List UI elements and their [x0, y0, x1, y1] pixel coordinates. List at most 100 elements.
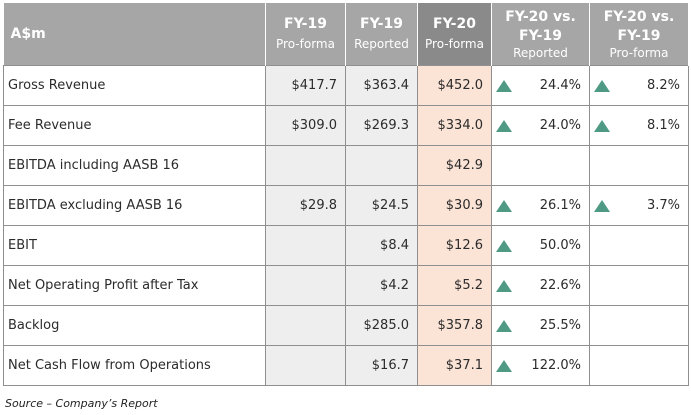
up-triangle-icon [496, 79, 512, 92]
header-change-reported-line1: FY-20 vs. [505, 8, 576, 25]
table-row: Fee Revenue $309.0 $269.3 $334.0 24.0% 8.1% [3, 105, 689, 146]
cell-change-reported-value: 24.0% [539, 118, 581, 133]
header-change-reported-line2: FY-19 [519, 27, 562, 44]
cell-change-reported [491, 145, 590, 186]
cell-fy20-proforma: $5.2 [417, 265, 492, 306]
up-triangle-icon [496, 319, 512, 332]
header-change-proforma-line2: FY-19 [617, 27, 661, 44]
cell-fy19-proforma [265, 225, 346, 266]
table-row: Gross Revenue $417.7 $363.4 $452.0 24.4% 8.2% [3, 65, 689, 106]
cell-fy19-reported-value: $363.4 [363, 78, 410, 93]
cell-change-proforma-value: 8.1% [646, 118, 680, 133]
table-row: EBITDA excluding AASB 16 $29.8 $24.5 $30.9 2… [3, 185, 689, 226]
up-triangle-icon [496, 239, 512, 252]
cell-fy19-proforma [265, 305, 346, 346]
header-change-proforma-sub: Pro-forma [609, 45, 669, 60]
cell-fy19-reported: $8.4 [345, 225, 418, 266]
header-fy19-proforma: FY-19 Pro-forma [265, 3, 346, 66]
cell-fy19-proforma: $29.8 [265, 185, 346, 226]
cell-fy19-reported-value: $269.3 [363, 118, 410, 133]
up-triangle-icon [594, 79, 610, 92]
cell-fy20-proforma-value: $5.2 [454, 278, 483, 293]
cell-fy19-proforma [265, 345, 346, 386]
cell-change-reported: 26.1% [491, 185, 590, 226]
financial-table: A$m FY-19 Pro-forma FY-19 Reported FY-20… [3, 3, 689, 386]
up-triangle-icon [496, 199, 512, 212]
header-fy19-reported-sub: Reported [354, 37, 409, 51]
up-triangle-icon [594, 119, 610, 132]
header-fy20-proforma: FY-20 Pro-forma [417, 3, 492, 66]
cell-change-proforma-value: 8.2% [646, 78, 680, 93]
cell-fy19-proforma: $309.0 [265, 105, 346, 146]
cell-fy20-proforma-value: $334.0 [437, 118, 484, 133]
header-fy20-proforma-sub: Pro-forma [425, 37, 484, 51]
cell-change-proforma [589, 345, 689, 386]
cell-change-proforma [589, 305, 689, 346]
up-triangle-icon [496, 279, 512, 292]
cell-fy20-proforma-value: $42.9 [445, 158, 483, 173]
cell-fy19-reported [345, 145, 418, 186]
up-triangle-icon [496, 359, 512, 372]
row-label: Gross Revenue [3, 65, 266, 106]
cell-change-reported-value: 50.0% [539, 238, 581, 253]
cell-fy20-proforma: $334.0 [417, 105, 492, 146]
table-body: Gross Revenue $417.7 $363.4 $452.0 24.4% 8.2%… [3, 65, 689, 386]
up-triangle-icon [594, 199, 610, 212]
cell-fy19-reported-value: $24.5 [371, 198, 409, 213]
cell-fy19-reported-value: $4.2 [380, 278, 409, 293]
cell-fy19-reported: $24.5 [345, 185, 418, 226]
cell-change-reported: 24.0% [491, 105, 590, 146]
row-label-value: EBIT [8, 238, 37, 253]
cell-fy20-proforma: $12.6 [417, 225, 492, 266]
cell-fy19-reported: $4.2 [345, 265, 418, 306]
row-label: Net Cash Flow from Operations [3, 345, 266, 386]
cell-fy20-proforma-value: $12.6 [445, 238, 483, 253]
table-row: Net Cash Flow from Operations $16.7 $37.1 1… [3, 345, 689, 386]
row-label-value: Net Operating Profit after Tax [8, 278, 199, 293]
header-fy19-reported-title: FY-19 [360, 16, 403, 32]
row-label: EBITDA including AASB 16 [3, 145, 266, 186]
cell-fy19-reported-value: $285.0 [363, 318, 410, 333]
row-label: Net Operating Profit after Tax [3, 265, 266, 306]
cell-fy19-reported: $269.3 [345, 105, 418, 146]
cell-fy19-proforma-value: $309.0 [291, 118, 338, 133]
cell-change-reported-value: 122.0% [531, 358, 581, 373]
table-row: Backlog $285.0 $357.8 25.5% [3, 305, 689, 346]
cell-fy20-proforma: $452.0 [417, 65, 492, 106]
cell-change-reported-value: 25.5% [539, 318, 581, 333]
cell-fy19-proforma-value: $417.7 [291, 78, 338, 93]
cell-change-proforma [589, 225, 689, 266]
cell-change-reported: 25.5% [491, 305, 590, 346]
source-note: Source – Company’s Report [5, 397, 158, 410]
cell-change-proforma: 3.7% [589, 185, 689, 226]
cell-change-reported-value: 24.4% [539, 78, 581, 93]
cell-change-proforma [589, 145, 689, 186]
cell-fy20-proforma-value: $357.8 [437, 318, 484, 333]
row-label: Fee Revenue [3, 105, 266, 146]
table-row: EBITDA including AASB 16 $42.9 [3, 145, 689, 186]
header-fy19-reported: FY-19 Reported [345, 3, 418, 66]
row-label: EBITDA excluding AASB 16 [3, 185, 266, 226]
cell-fy19-reported: $363.4 [345, 65, 418, 106]
row-label-value: EBITDA including AASB 16 [8, 158, 180, 173]
cell-fy19-proforma: $417.7 [265, 65, 346, 106]
row-label: EBIT [3, 225, 266, 266]
row-label-value: Fee Revenue [8, 118, 92, 133]
header-change-reported-sub: Reported [513, 45, 568, 60]
header-fy19-proforma-title: FY-19 [284, 16, 327, 32]
row-label-value: EBITDA excluding AASB 16 [8, 198, 183, 213]
cell-fy20-proforma-value: $37.1 [445, 358, 483, 373]
header-row: A$m FY-19 Pro-forma FY-19 Reported FY-20… [3, 3, 689, 66]
header-fy19-proforma-sub: Pro-forma [276, 37, 335, 51]
cell-fy19-proforma-value: $29.8 [299, 198, 337, 213]
cell-change-proforma-value: 3.7% [646, 198, 680, 213]
cell-fy20-proforma-value: $452.0 [437, 78, 484, 93]
cell-fy20-proforma: $42.9 [417, 145, 492, 186]
cell-change-proforma: 8.2% [589, 65, 689, 106]
cell-fy20-proforma: $30.9 [417, 185, 492, 226]
cell-fy20-proforma: $357.8 [417, 305, 492, 346]
header-change-proforma: FY-20 vs. FY-19 Pro-forma [589, 3, 689, 66]
cell-change-reported-value: 22.6% [539, 278, 581, 293]
cell-change-reported: 50.0% [491, 225, 590, 266]
cell-change-proforma: 8.1% [589, 105, 689, 146]
